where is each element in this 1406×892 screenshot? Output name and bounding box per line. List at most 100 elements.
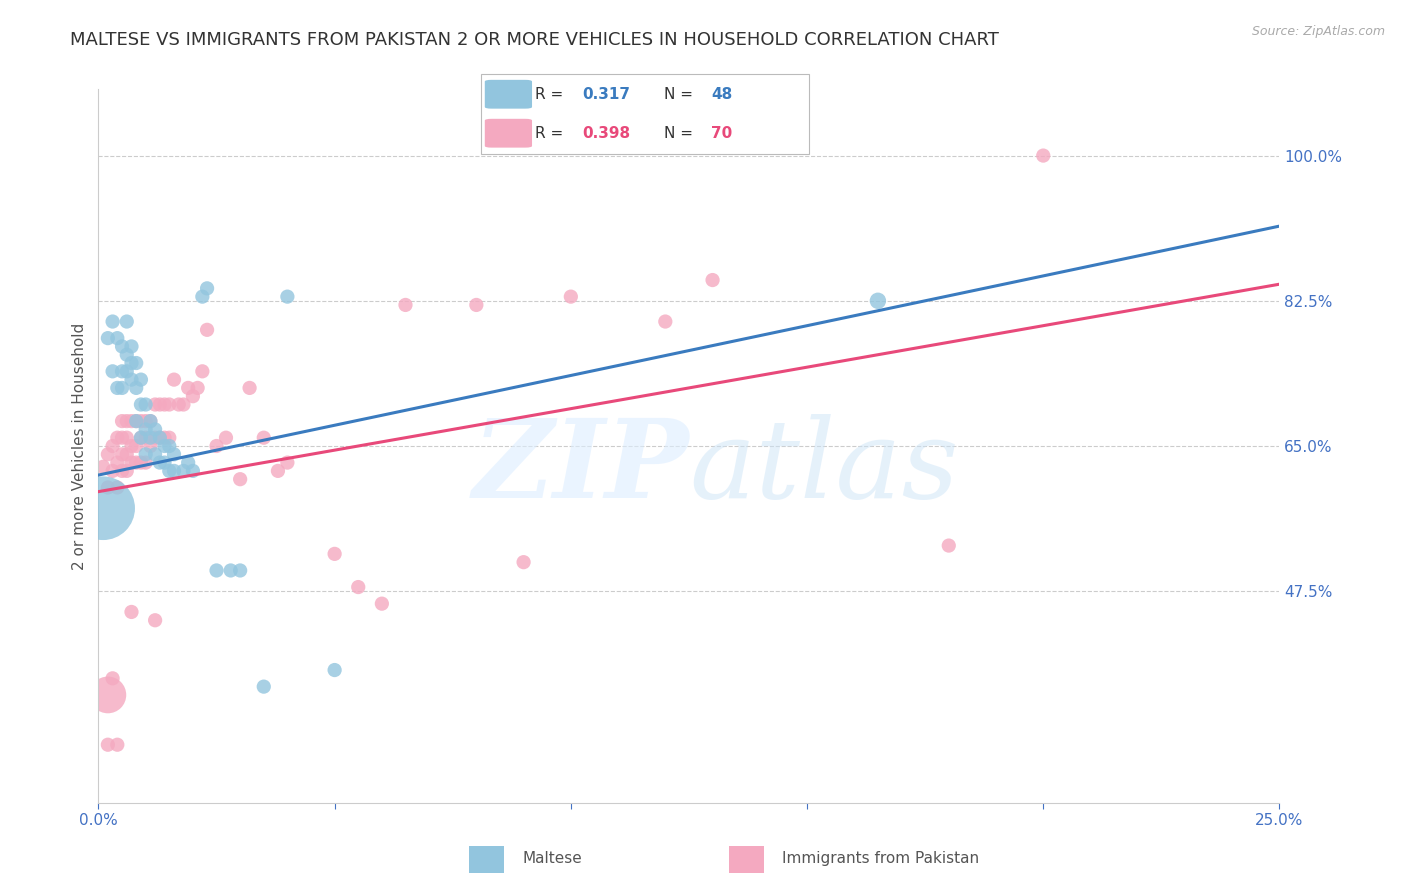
Point bbox=[101, 439, 124, 453]
Point bbox=[105, 331, 128, 345]
Point bbox=[560, 290, 582, 304]
Point bbox=[97, 447, 120, 461]
Point bbox=[97, 688, 120, 702]
Point bbox=[157, 464, 180, 478]
Point bbox=[253, 680, 276, 694]
Point bbox=[219, 564, 242, 578]
Point bbox=[101, 364, 124, 378]
Text: N =: N = bbox=[664, 87, 697, 102]
Point bbox=[111, 414, 134, 428]
Text: ZIP: ZIP bbox=[472, 414, 689, 521]
Point bbox=[177, 456, 200, 470]
FancyBboxPatch shape bbox=[481, 74, 808, 154]
Point bbox=[105, 481, 128, 495]
Point bbox=[97, 481, 120, 495]
Point bbox=[394, 298, 416, 312]
Point bbox=[143, 422, 166, 436]
Point bbox=[276, 290, 298, 304]
Point bbox=[91, 501, 114, 516]
Point bbox=[115, 348, 138, 362]
Point bbox=[101, 464, 124, 478]
Point bbox=[121, 605, 143, 619]
Point bbox=[97, 331, 120, 345]
FancyBboxPatch shape bbox=[485, 80, 531, 109]
Point bbox=[181, 464, 204, 478]
Point bbox=[125, 414, 148, 428]
Point bbox=[149, 431, 172, 445]
Point bbox=[143, 447, 166, 461]
Point bbox=[97, 738, 120, 752]
Point bbox=[153, 439, 176, 453]
Point bbox=[125, 356, 148, 370]
Point bbox=[121, 373, 143, 387]
Point bbox=[101, 671, 124, 685]
Bar bbox=[728, 847, 765, 873]
Point bbox=[172, 464, 194, 478]
Text: R =: R = bbox=[536, 126, 568, 141]
Point bbox=[167, 397, 190, 411]
Point bbox=[115, 447, 138, 461]
Bar bbox=[470, 847, 505, 873]
Point bbox=[654, 314, 676, 328]
Point bbox=[111, 364, 134, 378]
Y-axis label: 2 or more Vehicles in Household: 2 or more Vehicles in Household bbox=[72, 322, 87, 570]
Text: 0.317: 0.317 bbox=[582, 87, 631, 102]
Point bbox=[121, 339, 143, 353]
Point bbox=[91, 459, 114, 474]
Point bbox=[163, 373, 186, 387]
Point bbox=[153, 456, 176, 470]
Text: R =: R = bbox=[536, 87, 568, 102]
Point bbox=[111, 464, 134, 478]
Text: N =: N = bbox=[664, 126, 697, 141]
Text: MALTESE VS IMMIGRANTS FROM PAKISTAN 2 OR MORE VEHICLES IN HOUSEHOLD CORRELATION : MALTESE VS IMMIGRANTS FROM PAKISTAN 2 OR… bbox=[70, 31, 1000, 49]
Point bbox=[139, 414, 162, 428]
Text: Immigrants from Pakistan: Immigrants from Pakistan bbox=[782, 851, 979, 866]
Point bbox=[105, 431, 128, 445]
Text: 0.398: 0.398 bbox=[582, 126, 631, 141]
FancyBboxPatch shape bbox=[485, 119, 531, 147]
Point bbox=[105, 456, 128, 470]
Point bbox=[111, 339, 134, 353]
Point bbox=[465, 298, 488, 312]
Point bbox=[143, 397, 166, 411]
Point bbox=[121, 439, 143, 453]
Point bbox=[1032, 148, 1054, 162]
Point bbox=[111, 431, 134, 445]
Point bbox=[125, 381, 148, 395]
Point bbox=[239, 381, 262, 395]
Point bbox=[129, 431, 152, 445]
Point bbox=[149, 456, 172, 470]
Point bbox=[172, 397, 194, 411]
Point bbox=[125, 456, 148, 470]
Point bbox=[157, 439, 180, 453]
Point bbox=[135, 456, 157, 470]
Text: Source: ZipAtlas.com: Source: ZipAtlas.com bbox=[1251, 25, 1385, 38]
Point bbox=[121, 356, 143, 370]
Point bbox=[115, 364, 138, 378]
Point bbox=[121, 414, 143, 428]
Point bbox=[191, 364, 214, 378]
Point bbox=[139, 414, 162, 428]
Text: 48: 48 bbox=[711, 87, 733, 102]
Point bbox=[702, 273, 724, 287]
Point bbox=[115, 431, 138, 445]
Point bbox=[512, 555, 534, 569]
Point bbox=[205, 564, 228, 578]
Text: Maltese: Maltese bbox=[522, 851, 582, 866]
Point bbox=[276, 456, 298, 470]
Point bbox=[135, 414, 157, 428]
Point bbox=[129, 373, 152, 387]
Point bbox=[938, 539, 960, 553]
Point bbox=[157, 397, 180, 411]
Point bbox=[105, 738, 128, 752]
Point bbox=[115, 314, 138, 328]
Point bbox=[143, 431, 166, 445]
Text: atlas: atlas bbox=[689, 414, 959, 521]
Point bbox=[191, 290, 214, 304]
Point bbox=[115, 464, 138, 478]
Point bbox=[195, 323, 218, 337]
Point bbox=[105, 381, 128, 395]
Text: 70: 70 bbox=[711, 126, 733, 141]
Point bbox=[135, 397, 157, 411]
Point bbox=[129, 397, 152, 411]
